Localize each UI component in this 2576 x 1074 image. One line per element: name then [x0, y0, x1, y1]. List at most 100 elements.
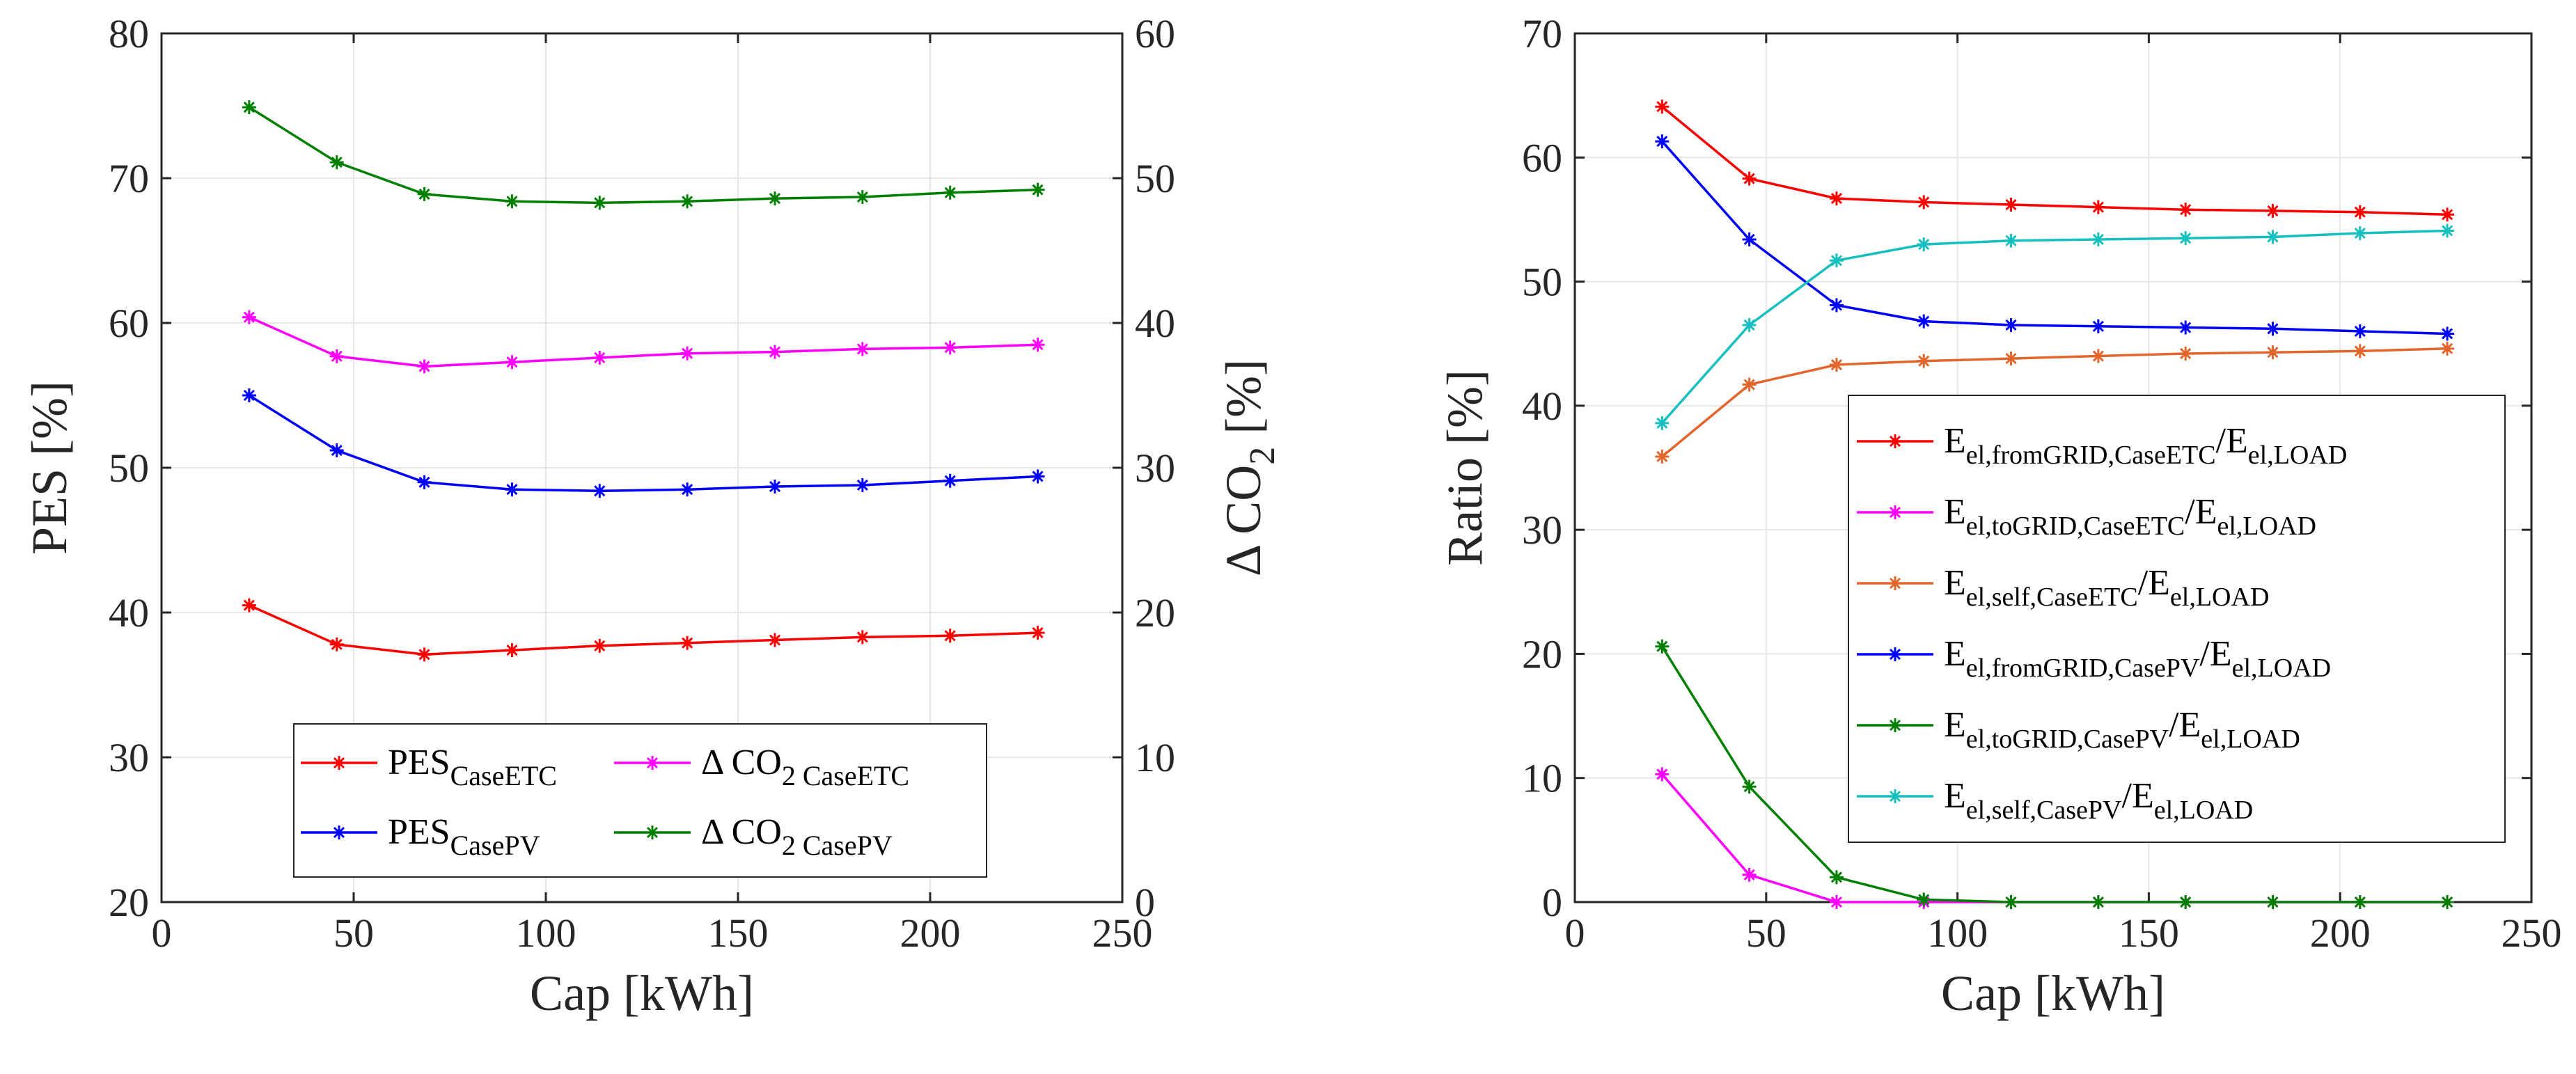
legend-label: Eel,toGRID,CasePV/Eel,LOAD: [1944, 705, 2300, 754]
data-point-s3-6: [2178, 320, 2193, 335]
legend-chart1: PESCaseETC Δ CO2 CaseETC PESCasePV Δ CO2 Ca…: [293, 723, 987, 878]
data-point-s0-4: [2004, 198, 2018, 212]
y-right-tick-label: 0: [1135, 880, 1155, 925]
data-point-s0-7: [855, 630, 870, 645]
x-tick-label: 50: [1746, 910, 1786, 956]
x-tick-label: 0: [1565, 910, 1585, 956]
x-tick-label: 200: [2310, 910, 2371, 956]
y-tick-label: 50: [1522, 260, 1562, 305]
data-point-s2-2: [417, 359, 432, 374]
x-tick-label: 200: [900, 910, 961, 956]
data-point-s2-3: [505, 355, 519, 370]
y-tick-label: 70: [1522, 11, 1562, 56]
data-point-s0-6: [2178, 203, 2193, 217]
data-point-s5-3: [1917, 237, 1931, 252]
data-point-s0-9: [2440, 207, 2455, 222]
y-right-tick-label: 50: [1135, 156, 1175, 201]
data-point-s3-7: [2265, 322, 2280, 336]
legend-box: [293, 723, 987, 878]
legend-label: Eel,self,CasePV/Eel,LOAD: [1944, 776, 2253, 825]
data-point-s2-4: [2004, 352, 2018, 366]
data-point-s2-8: [2353, 344, 2367, 358]
data-point-s4-4: [2004, 895, 2018, 909]
data-point-s5-0: [1655, 416, 1670, 430]
data-point-s3-2: [1829, 298, 1844, 313]
data-point-s0-7: [2265, 203, 2280, 218]
x-tick-label: 0: [152, 910, 172, 956]
series-line-0: [249, 604, 1038, 656]
data-point-s1-0: [242, 388, 256, 402]
data-point-s0-0: [242, 598, 256, 613]
data-point-s5-2: [1829, 253, 1844, 268]
y-right-tick-label: 30: [1135, 445, 1175, 491]
y-tick-label: 0: [1542, 880, 1562, 925]
legend-swatch-marker: [1888, 718, 1902, 732]
legend-item-4: Eel,toGRID,CasePV/Eel,LOAD: [1857, 705, 2300, 754]
data-point-s4-8: [2353, 895, 2367, 909]
data-point-s4-7: [2265, 895, 2280, 909]
x-tick-label: 150: [2119, 910, 2179, 956]
data-point-s2-5: [2091, 349, 2105, 363]
legend-swatch-marker: [332, 826, 346, 839]
data-point-s1-2: [1829, 895, 1844, 909]
data-point-s5-1: [1742, 317, 1757, 332]
data-point-s3-2: [417, 187, 432, 201]
series-line-3: [248, 106, 1038, 205]
data-point-s0-3: [505, 643, 519, 658]
legend-swatch-marker: [645, 756, 659, 770]
x-axis-label: Cap [kWh]: [1941, 965, 2165, 1021]
x-tick-label: 250: [1092, 910, 1153, 956]
series-line-4: [1660, 645, 2448, 903]
data-point-s1-7: [855, 477, 870, 492]
data-point-s4-5: [2091, 895, 2105, 909]
y-axis-label: Ratio [%]: [1437, 370, 1493, 566]
data-point-s5-8: [2353, 226, 2367, 241]
data-point-s0-4: [592, 638, 607, 653]
data-point-s3-8: [2353, 324, 2367, 338]
legend-swatch-marker: [1888, 647, 1902, 661]
x-tick-label: 150: [708, 910, 769, 956]
y-tick-label: 50: [109, 445, 149, 491]
data-point-s2-5: [680, 346, 695, 361]
x-tick-label: 50: [333, 910, 374, 956]
data-point-s5-6: [2178, 231, 2193, 246]
data-point-s0-8: [2353, 205, 2367, 219]
legend-swatch-marker: [332, 756, 346, 770]
data-point-s4-2: [1829, 870, 1844, 885]
data-point-s2-4: [592, 350, 607, 365]
data-point-s5-5: [2091, 232, 2105, 246]
y-tick-label: 20: [109, 880, 149, 925]
data-point-s0-9: [1030, 626, 1045, 640]
legend-item-0: PESCaseETC: [301, 743, 557, 791]
y-tick-label: 30: [109, 735, 149, 780]
data-point-s4-3: [1917, 892, 1931, 907]
legend-item-2: Δ CO2 CaseETC: [614, 743, 909, 791]
legend-swatch-marker: [1888, 505, 1902, 519]
series-line-0: [1661, 105, 2448, 216]
data-point-s1-0: [1655, 767, 1670, 782]
legend-label: Δ CO2 CaseETC: [701, 743, 909, 791]
series-line-2: [1661, 347, 2448, 458]
data-point-s2-7: [855, 342, 870, 356]
data-point-s2-9: [1030, 338, 1045, 352]
data-point-s0-8: [943, 629, 957, 643]
data-point-s0-2: [1829, 191, 1844, 206]
x-tick-label: 100: [516, 910, 576, 956]
data-point-s2-6: [767, 345, 782, 359]
data-point-s0-1: [1742, 171, 1757, 186]
data-point-s2-1: [329, 349, 344, 363]
y-tick-label: 60: [1522, 135, 1562, 180]
y-right-tick-label: 40: [1135, 301, 1175, 346]
data-point-s1-3: [505, 482, 519, 497]
legend-label: Eel,fromGRID,CaseETC/Eel,LOAD: [1944, 421, 2347, 470]
y-tick-label: 10: [1522, 756, 1562, 801]
data-point-s1-2: [417, 475, 432, 489]
legend-label: PESCaseETC: [388, 743, 557, 791]
data-point-s2-6: [2178, 346, 2193, 361]
data-point-s0-2: [417, 647, 432, 662]
y-right-tick-label: 10: [1135, 735, 1175, 780]
data-point-s3-5: [680, 194, 695, 209]
legend-swatch-marker: [1888, 576, 1902, 590]
y-tick-label: 40: [1522, 384, 1562, 429]
